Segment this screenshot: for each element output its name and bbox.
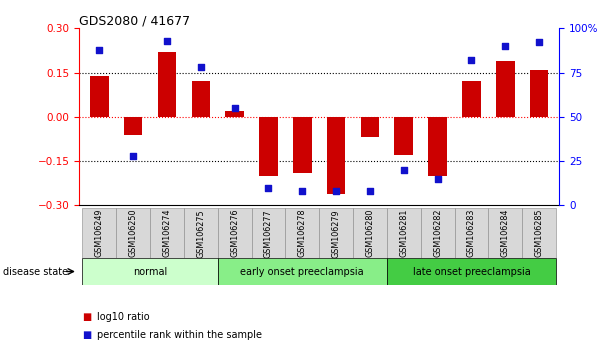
Point [365, 188, 375, 194]
Point [466, 57, 476, 63]
Text: GSM106278: GSM106278 [298, 209, 307, 257]
Text: GSM106277: GSM106277 [264, 209, 273, 257]
Point [297, 188, 307, 194]
Text: GSM106279: GSM106279 [331, 209, 340, 257]
FancyBboxPatch shape [83, 208, 116, 258]
Text: GSM106283: GSM106283 [467, 209, 476, 257]
Bar [395, 117, 413, 155]
Text: GSM106285: GSM106285 [534, 209, 544, 257]
Text: GSM106275: GSM106275 [196, 209, 206, 257]
Bar [530, 70, 548, 117]
Point [534, 40, 544, 45]
Bar [259, 117, 278, 176]
FancyBboxPatch shape [285, 208, 319, 258]
FancyBboxPatch shape [387, 208, 421, 258]
Point [230, 105, 240, 111]
Point [128, 153, 138, 159]
Text: GSM106284: GSM106284 [501, 209, 510, 257]
Bar [226, 111, 244, 117]
Point [331, 188, 341, 194]
FancyBboxPatch shape [184, 208, 218, 258]
Text: GSM106282: GSM106282 [433, 209, 442, 257]
FancyBboxPatch shape [522, 208, 556, 258]
Point [433, 176, 443, 182]
FancyBboxPatch shape [488, 208, 522, 258]
Text: log10 ratio: log10 ratio [97, 312, 150, 322]
Text: GSM106280: GSM106280 [365, 209, 375, 257]
FancyBboxPatch shape [218, 258, 387, 285]
Text: disease state: disease state [3, 267, 68, 276]
Text: ■: ■ [82, 312, 91, 322]
Point [500, 43, 510, 49]
Text: early onset preeclampsia: early onset preeclampsia [241, 267, 364, 277]
Text: percentile rank within the sample: percentile rank within the sample [97, 330, 262, 339]
Text: GSM106276: GSM106276 [230, 209, 239, 257]
Bar [293, 117, 311, 173]
FancyBboxPatch shape [252, 208, 285, 258]
FancyBboxPatch shape [83, 258, 218, 285]
Text: late onset preeclampsia: late onset preeclampsia [413, 267, 530, 277]
Bar [327, 117, 345, 194]
Text: GSM106250: GSM106250 [129, 209, 137, 257]
Text: normal: normal [133, 267, 167, 277]
FancyBboxPatch shape [353, 208, 387, 258]
FancyBboxPatch shape [150, 208, 184, 258]
FancyBboxPatch shape [421, 208, 455, 258]
Text: GSM106281: GSM106281 [399, 209, 408, 257]
Bar [428, 117, 447, 176]
Text: ■: ■ [82, 330, 91, 339]
Point [196, 64, 206, 70]
Bar [462, 81, 481, 117]
Point [162, 38, 172, 44]
FancyBboxPatch shape [387, 258, 556, 285]
Text: GSM106249: GSM106249 [95, 209, 104, 257]
FancyBboxPatch shape [319, 208, 353, 258]
Point [94, 47, 104, 52]
FancyBboxPatch shape [455, 208, 488, 258]
FancyBboxPatch shape [218, 208, 252, 258]
Bar [496, 61, 514, 117]
Bar [192, 81, 210, 117]
Bar [124, 117, 142, 135]
Bar [157, 52, 176, 117]
Point [399, 167, 409, 173]
Text: GDS2080 / 41677: GDS2080 / 41677 [79, 14, 190, 27]
Point [264, 185, 274, 190]
Text: GSM106274: GSM106274 [162, 209, 171, 257]
FancyBboxPatch shape [116, 208, 150, 258]
Bar [90, 75, 109, 117]
Bar [361, 117, 379, 137]
